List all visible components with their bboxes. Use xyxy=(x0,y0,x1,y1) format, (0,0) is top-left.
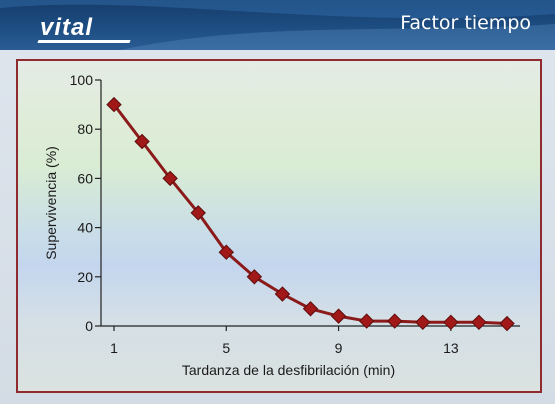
chart-axes xyxy=(100,80,520,327)
slide-header: vital Factor tiempo xyxy=(0,0,555,50)
vital-logo: vital xyxy=(40,14,94,41)
chart-ticks: 0 20 40 60 80 100 1 5 9 13 xyxy=(70,72,459,356)
x-axis-label: Tardanza de la desfibrilación (min) xyxy=(182,362,395,378)
data-point-marker xyxy=(246,269,263,285)
y-axis-label: Supervivencia (%) xyxy=(43,146,59,260)
data-point-marker xyxy=(106,96,122,113)
data-point-marker xyxy=(471,314,487,331)
y-tick-label: 60 xyxy=(77,170,93,186)
y-tick-label: 20 xyxy=(77,269,93,285)
header-swoosh-decoration xyxy=(0,0,555,50)
data-point-marker xyxy=(387,313,403,329)
x-tick-label: 13 xyxy=(443,340,459,356)
data-point-marker xyxy=(499,315,515,332)
data-point-marker xyxy=(302,301,319,317)
y-tick-label: 100 xyxy=(70,72,94,88)
data-point-marker xyxy=(330,308,347,324)
x-tick-label: 9 xyxy=(335,340,343,356)
slide-title: Factor tiempo xyxy=(400,12,531,34)
series-line xyxy=(112,103,508,326)
plot-frame xyxy=(16,59,542,393)
data-point-marker xyxy=(415,314,431,331)
y-tick-label: 80 xyxy=(77,121,93,137)
data-point-marker xyxy=(134,133,150,150)
data-point-marker xyxy=(358,313,375,329)
chart-series xyxy=(106,96,515,332)
data-point-marker xyxy=(190,205,206,221)
y-tick-label: 0 xyxy=(85,318,93,334)
data-point-marker xyxy=(218,244,234,260)
data-point-marker xyxy=(443,314,459,331)
x-tick-label: 1 xyxy=(110,340,118,356)
y-tick-label: 40 xyxy=(77,220,93,236)
data-point-marker xyxy=(162,170,178,187)
x-tick-label: 5 xyxy=(222,340,230,356)
data-point-marker xyxy=(274,286,291,302)
